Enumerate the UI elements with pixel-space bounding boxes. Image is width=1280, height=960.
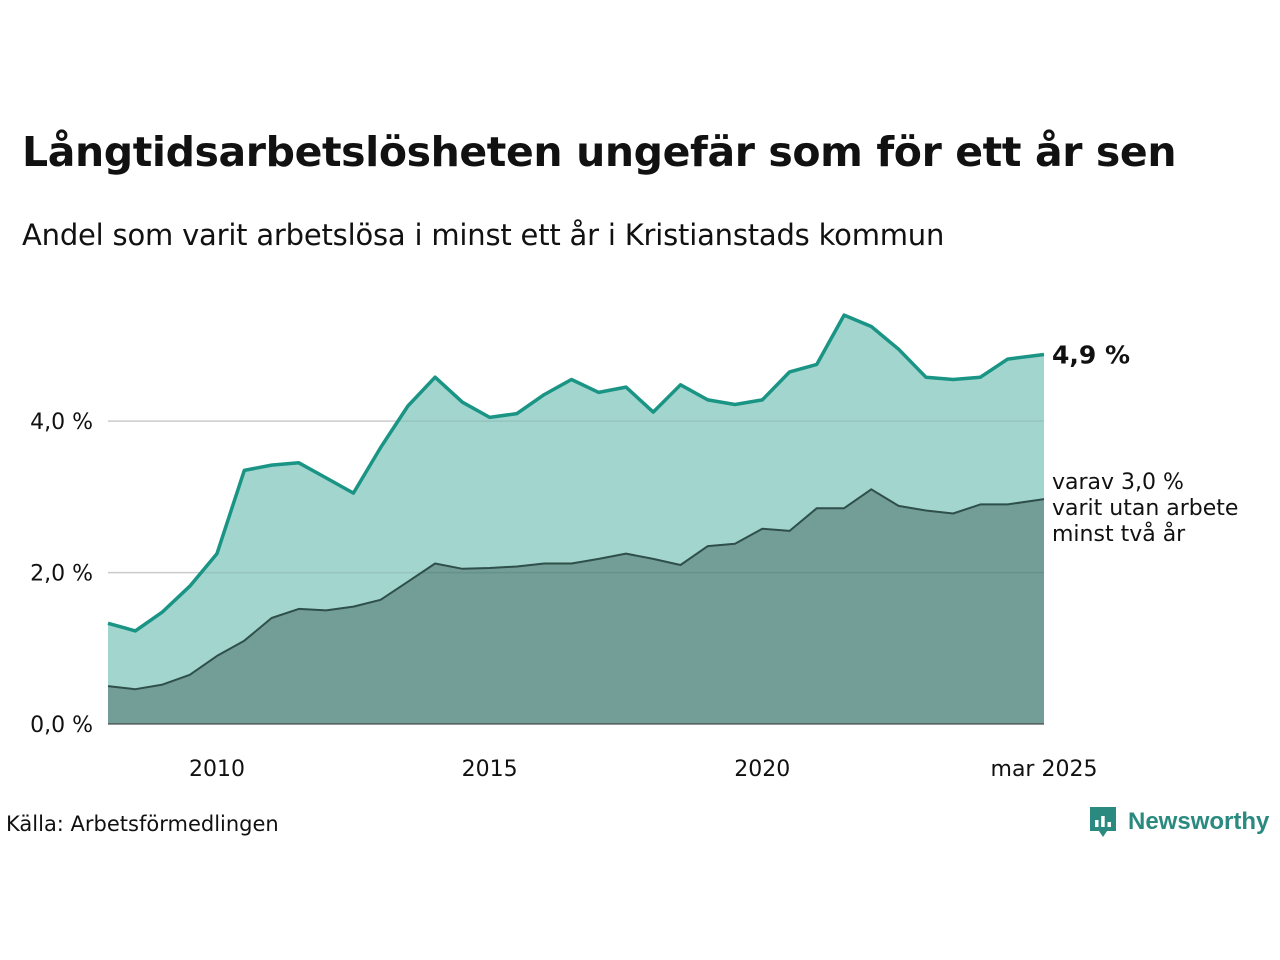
- total-line: [107, 313, 1045, 633]
- chart-title: Långtidsarbetslösheten ungefär som för e…: [22, 128, 1177, 176]
- chart-subtitle: Andel som varit arbetslösa i minst ett å…: [22, 218, 945, 252]
- long-term-label-line: varav 3,0 %: [1052, 470, 1184, 495]
- x-tick-label: 2015: [462, 757, 518, 782]
- x-tick-label: 2020: [734, 757, 790, 782]
- newsworthy-logo-icon: [1090, 807, 1116, 837]
- x-tick-label: 2010: [189, 757, 245, 782]
- long-term-area: [108, 489, 1044, 724]
- y-axis-ticks: 0,0 % 2,0 % 4,0 %: [30, 410, 93, 738]
- long-term-end-label: varav 3,0 % varit utan arbete minst två år: [1052, 470, 1238, 547]
- y-tick-label: 2,0 %: [30, 562, 93, 587]
- long-term-label-line: varit utan arbete: [1052, 496, 1238, 521]
- long-term-line: [107, 488, 1045, 691]
- brand-logo[interactable]: Newsworthy: [1088, 804, 1269, 840]
- y-tick-label: 0,0 %: [30, 713, 93, 738]
- source-note: Källa: Arbetsförmedlingen: [6, 812, 279, 836]
- y-tick-label: 4,0 %: [30, 410, 93, 435]
- brand-name: Newsworthy: [1128, 808, 1270, 835]
- x-axis-ticks: 2010 2015 2020 mar 2025: [189, 757, 1097, 782]
- x-tick-label: mar 2025: [991, 757, 1098, 782]
- long-term-label-line: minst två år: [1052, 521, 1186, 547]
- total-end-label: 4,9 %: [1052, 341, 1130, 370]
